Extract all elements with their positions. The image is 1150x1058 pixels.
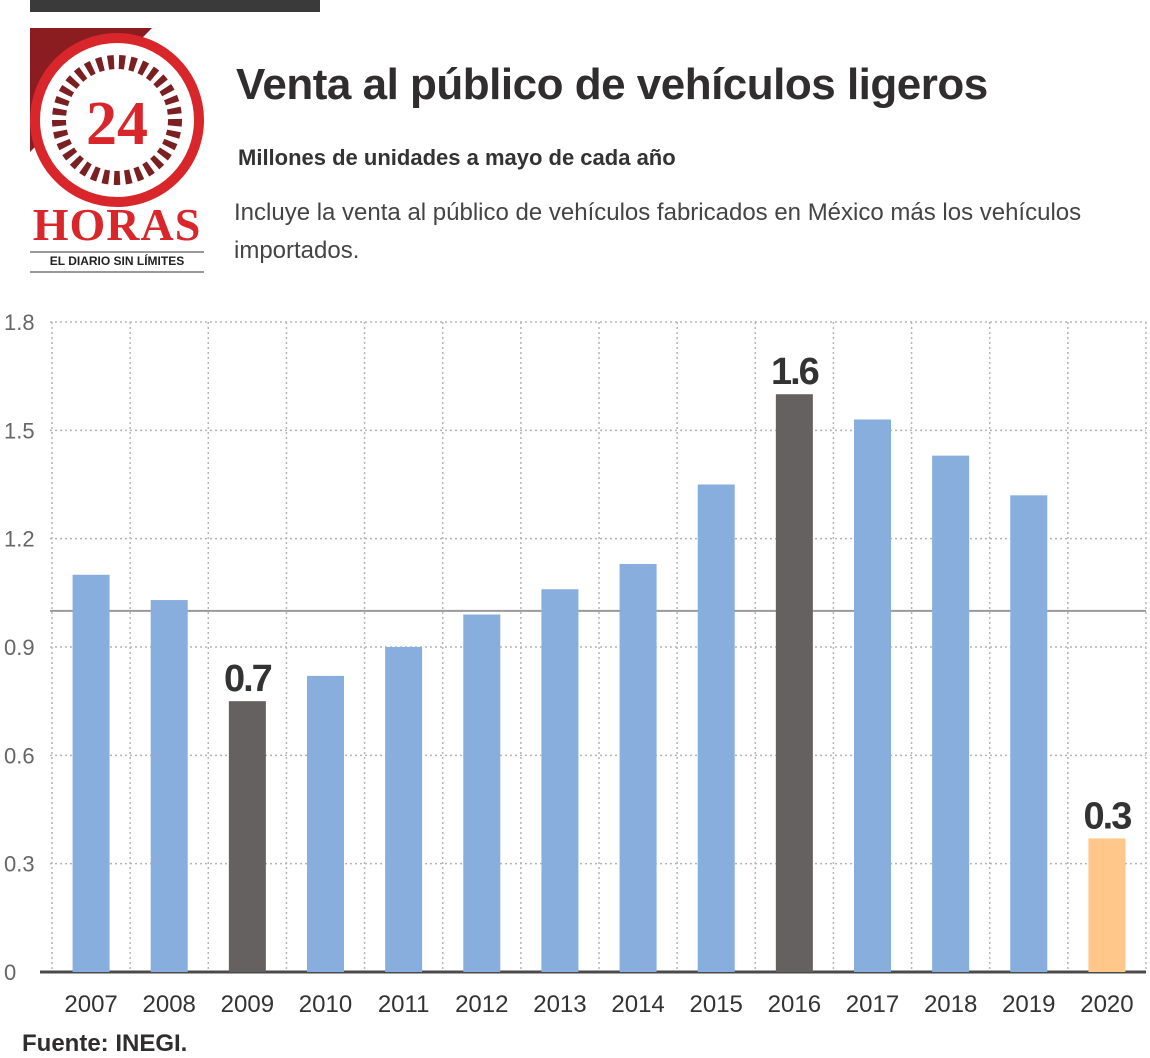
x-tick-label: 2016 (768, 991, 821, 1018)
data-label: 0.7 (224, 658, 272, 700)
bar (932, 455, 970, 973)
bar (463, 614, 501, 972)
bar (1010, 495, 1048, 972)
bar (697, 484, 735, 972)
bar (619, 563, 657, 972)
logo-number: 24 (86, 90, 148, 158)
x-tick-label: 2014 (611, 991, 664, 1018)
x-tick-label: 2020 (1080, 991, 1133, 1018)
y-tick-label: 0.3 (4, 852, 35, 877)
x-tick-label: 2019 (1002, 991, 1055, 1018)
logo-name: HORAS (33, 199, 202, 250)
bar (541, 589, 579, 972)
x-tick-label: 2012 (455, 991, 508, 1018)
chart-note: Incluye la venta al público de vehículos… (234, 199, 1082, 264)
bar (150, 600, 188, 972)
bar (307, 675, 344, 972)
y-tick-label: 0.9 (4, 635, 35, 660)
y-tick-label: 0.6 (4, 743, 35, 768)
data-label: 1.6 (771, 351, 819, 393)
bar (775, 394, 813, 972)
bar (1088, 838, 1126, 972)
chart-subtitle: Millones de unidades a mayo de cada año (238, 145, 676, 170)
x-tick-label: 2008 (143, 991, 196, 1018)
data-label: 0.3 (1084, 795, 1132, 837)
bar-chart: 0 0.3 0.6 0.9 1.2 1.5 1.8 2007 2008 2009 2010 2011 2… (4, 310, 1147, 1018)
y-tick-label: 0 (4, 960, 16, 985)
y-tick-label: 1.5 (4, 418, 35, 443)
top-bar (30, 0, 320, 12)
x-tick-label: 2015 (690, 991, 743, 1018)
y-tick-label: 1.8 (4, 310, 35, 335)
grid (40, 321, 1147, 974)
bar (385, 647, 423, 972)
labels: 0 0.3 0.6 0.9 1.2 1.5 1.8 2007 2008 2009 2010 2011 2… (4, 310, 1134, 1018)
logo-tagline: EL DIARIO SIN LÍMITES (50, 253, 184, 268)
x-tick-label: 2018 (924, 991, 977, 1018)
y-tick-label: 1.2 (4, 527, 35, 552)
bar (72, 574, 110, 972)
bar (228, 701, 266, 972)
bars (72, 394, 1126, 973)
x-tick-label: 2013 (533, 991, 586, 1018)
bar (854, 419, 891, 972)
x-tick-label: 2007 (64, 991, 117, 1018)
x-tick-label: 2017 (846, 991, 899, 1018)
logo: 24 HORAS EL DIARIO SIN LÍMITES (22, 22, 212, 277)
x-tick-label: 2010 (299, 991, 352, 1018)
x-tick-label: 2011 (378, 991, 430, 1018)
x-tick-label: 2009 (221, 991, 274, 1018)
source-note: Fuente: INEGI. (22, 1030, 188, 1057)
chart-title: Venta al público de vehículos ligeros (236, 60, 988, 109)
